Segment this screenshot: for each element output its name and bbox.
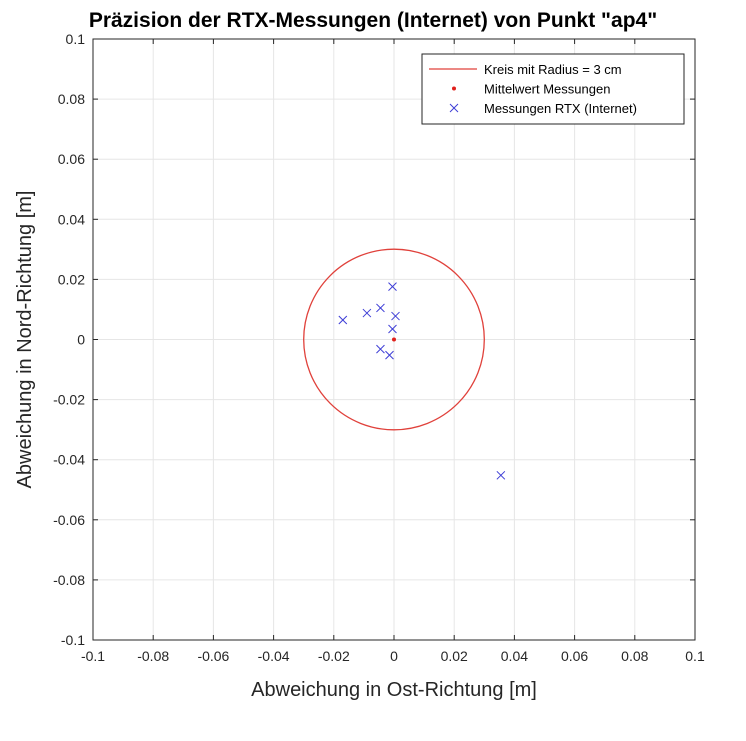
measurement-point xyxy=(385,350,394,360)
y-tick-label: 0.04 xyxy=(58,211,85,227)
y-tick-label: -0.1 xyxy=(61,632,85,648)
legend-label: Messungen RTX (Internet) xyxy=(484,101,637,116)
x-tick-label: -0.04 xyxy=(258,648,290,664)
cross-stroke xyxy=(449,103,459,113)
cross-stroke xyxy=(385,350,394,360)
legend-entries: Kreis mit Radius = 3 cm Mittelwert Messun… xyxy=(429,62,637,116)
x-tick-label: 0.04 xyxy=(501,648,528,664)
x-tick-label: 0.02 xyxy=(441,648,468,664)
y-tick-label: -0.06 xyxy=(53,512,85,528)
legend-entry: Mittelwert Messungen xyxy=(452,82,610,97)
legend: Kreis mit Radius = 3 cm Mittelwert Messun… xyxy=(421,53,685,125)
measurement-point xyxy=(388,324,397,334)
y-tick-label: 0 xyxy=(77,332,85,348)
measurement-point xyxy=(376,303,385,313)
x-axis-label: Abweichung in Ost-Richtung [m] xyxy=(251,679,537,701)
legend-dot-symbol xyxy=(452,86,456,91)
y-tick-label: 0.02 xyxy=(58,271,85,287)
measurement-point xyxy=(362,308,372,318)
measurement-point xyxy=(496,470,506,480)
cross-stroke xyxy=(388,324,397,334)
cross-stroke xyxy=(496,470,506,480)
legend-label: Kreis mit Radius = 3 cm xyxy=(484,62,622,77)
data-series xyxy=(303,248,506,480)
x-tick-label: 0.08 xyxy=(621,648,648,664)
legend-cross-symbol xyxy=(449,103,459,113)
x-tick-label: -0.08 xyxy=(137,648,169,664)
x-tick-label: 0.1 xyxy=(685,648,705,664)
legend-entry: Kreis mit Radius = 3 cm xyxy=(429,62,622,77)
x-tick-label: 0 xyxy=(390,648,398,664)
measurement-point xyxy=(391,311,400,321)
x-tick-label: -0.1 xyxy=(81,648,105,664)
measurement-point xyxy=(388,282,397,291)
measurement-point xyxy=(376,344,385,354)
mean-point xyxy=(392,337,396,342)
chart-title: Präzision der RTX-Messungen (Internet) v… xyxy=(89,9,657,32)
cross-stroke xyxy=(338,315,348,325)
y-tick-label: 0.06 xyxy=(58,151,85,167)
plot-area-border xyxy=(92,38,696,641)
x-tick-label: -0.02 xyxy=(318,648,350,664)
radius-circle xyxy=(303,248,485,431)
y-axis-label: Abweichung in Nord-Richtung [m] xyxy=(14,191,36,489)
x-tick-label: 0.06 xyxy=(561,648,588,664)
y-tick-label: -0.04 xyxy=(53,452,85,468)
tick-labels: -0.1 -0.08 -0.06 -0.04 -0.02 0 0.02 0.04 0.06 0.0… xyxy=(53,31,705,664)
legend-box xyxy=(421,53,685,125)
cross-stroke xyxy=(391,311,400,321)
legend-entry: Messungen RTX (Internet) xyxy=(449,101,637,116)
x-tick-label: -0.06 xyxy=(197,648,229,664)
y-tick-label: 0.08 xyxy=(58,91,85,107)
y-tick-label: 0.1 xyxy=(66,31,86,47)
y-tick-label: -0.08 xyxy=(53,572,85,588)
cross-stroke xyxy=(376,303,385,313)
cross-stroke xyxy=(388,282,397,291)
cross-stroke xyxy=(376,344,385,354)
legend-label: Mittelwert Messungen xyxy=(484,82,610,97)
cross-stroke xyxy=(362,308,372,318)
y-tick-label: -0.02 xyxy=(53,392,85,408)
measurement-point xyxy=(338,315,348,325)
